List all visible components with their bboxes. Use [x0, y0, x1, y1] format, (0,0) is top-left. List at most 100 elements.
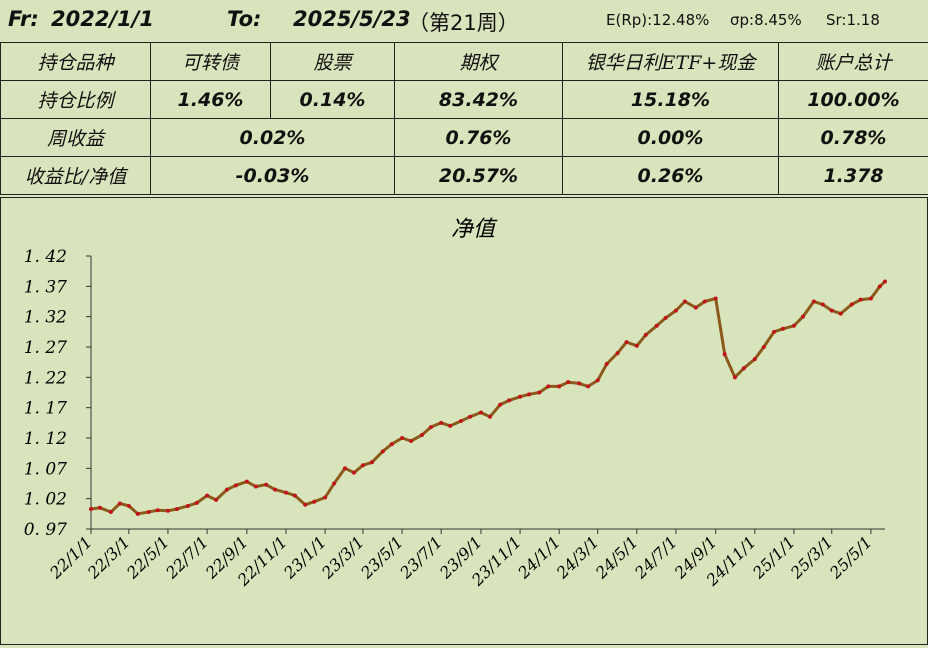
nav-data-point: [439, 421, 443, 425]
x-tick-label: 23/7/1: [395, 532, 446, 583]
y-tick-label: 1. 42: [24, 247, 67, 267]
x-tick-label: 23/1/1: [279, 532, 330, 583]
nav-data-point: [323, 495, 327, 499]
nav-data-point: [225, 488, 229, 492]
nav-data-point: [273, 488, 277, 492]
nav-data-point: [792, 324, 796, 328]
y-tick-label: 1. 07: [24, 459, 67, 479]
row-label: 收益比/净值: [1, 157, 151, 195]
nav-data-point: [381, 449, 385, 453]
nav-data-point: [703, 300, 707, 304]
nav-data-point: [147, 510, 151, 514]
nav-data-point: [839, 312, 843, 316]
nav-data-point: [753, 357, 757, 361]
table-cell: 100.00%: [779, 81, 928, 119]
nav-data-point: [264, 483, 268, 487]
x-tick-label: 25/5/1: [825, 532, 876, 583]
expected-return: E(Rp):12.48%: [606, 11, 709, 29]
y-tick-label: 1. 02: [24, 490, 67, 510]
x-tick-label: 23/5/1: [356, 532, 407, 583]
header-cell: 股票: [271, 43, 395, 81]
y-tick-label: 1. 12: [24, 429, 67, 449]
table-cell: 15.18%: [563, 81, 779, 119]
nav-data-point: [109, 510, 113, 514]
to-label: To:: [227, 7, 261, 31]
nav-data-point: [409, 439, 413, 443]
nav-data-point: [644, 333, 648, 337]
chart-title: 净值: [451, 217, 498, 242]
nav-data-point: [655, 324, 659, 328]
table-cell: 20.57%: [395, 157, 563, 195]
nav-data-point: [801, 315, 805, 319]
nav-data-point: [156, 508, 160, 512]
nav-data-point: [429, 425, 433, 429]
nav-series-line: [91, 282, 885, 514]
table-row: 周收益 0.02% 0.76% 0.00% 0.78%: [1, 119, 928, 157]
nav-data-point: [859, 298, 863, 302]
x-tick-label: 22/3/1: [83, 532, 134, 583]
nav-data-point: [245, 480, 249, 484]
x-tick-label: 24/7/1: [630, 532, 681, 583]
x-tick-label: 24/1/1: [513, 532, 564, 583]
summary-table: 持仓品种 可转债 股票 期权 银华日利ETF+现金 账户总计 持仓比例 1.46…: [0, 42, 928, 195]
nav-data-point: [370, 460, 374, 464]
nav-data-point: [772, 330, 776, 334]
nav-data-point: [625, 340, 629, 344]
x-tick-label: 22/7/1: [161, 532, 212, 583]
sharpe-ratio: Sr:1.18: [826, 11, 880, 29]
table-cell: 0.14%: [271, 81, 395, 119]
nav-data-point: [566, 380, 570, 384]
nav-data-point: [883, 279, 887, 283]
nav-data-point: [284, 491, 288, 495]
y-tick-label: 1. 32: [24, 308, 67, 328]
nav-data-point: [664, 316, 668, 320]
nav-data-point: [488, 415, 492, 419]
y-tick-label: 1. 37: [24, 277, 67, 297]
nav-data-point: [723, 352, 727, 356]
nav-data-point: [812, 300, 816, 304]
nav-data-point: [557, 384, 561, 388]
from-label: Fr:: [8, 7, 39, 31]
table-header-row: 持仓品种 可转债 股票 期权 银华日利ETF+现金 账户总计: [1, 43, 928, 81]
table-cell: 83.42%: [395, 81, 563, 119]
header-cell: 期权: [395, 43, 563, 81]
nav-data-point: [468, 415, 472, 419]
to-date: 2025/5/23: [293, 7, 411, 31]
nav-data-point: [518, 395, 522, 399]
nav-data-point: [830, 309, 834, 313]
table-cell: 1.378: [779, 157, 928, 195]
y-tick-label: 1. 27: [24, 338, 67, 358]
x-tick-label: 22/5/1: [122, 532, 173, 583]
table-row: 持仓比例 1.46% 0.14% 83.42% 15.18% 100.00%: [1, 81, 928, 119]
nav-data-point: [448, 424, 452, 428]
nav-data-point: [400, 436, 404, 440]
table-cell: 1.46%: [151, 81, 271, 119]
nav-data-point: [98, 506, 102, 510]
nav-data-point: [577, 381, 581, 385]
table-cell: 0.78%: [779, 119, 928, 157]
x-tick-label: 25/1/1: [748, 532, 799, 583]
nav-data-point: [205, 494, 209, 498]
y-tick-label: 1. 17: [24, 399, 67, 419]
nav-data-point: [136, 512, 140, 516]
table-row: 收益比/净值 -0.03% 20.57% 0.26% 1.378: [1, 157, 928, 195]
row-label: 持仓比例: [1, 81, 151, 119]
nav-data-point: [507, 398, 511, 402]
nav-data-point: [420, 433, 424, 437]
nav-data-point: [118, 502, 122, 506]
header-cell: 可转债: [151, 43, 271, 81]
chart-plot: [89, 279, 887, 515]
sigma-value: σp:8.45%: [730, 11, 802, 29]
nav-data-point: [527, 392, 531, 396]
chart-axes: 0. 971. 021. 071. 121. 171. 221. 271. 32…: [24, 247, 885, 590]
week-label: （第21周）: [408, 7, 519, 37]
header-cell: 银华日利ETF+现金: [563, 43, 779, 81]
nav-data-point: [762, 345, 766, 349]
table-cell: 0.00%: [563, 119, 779, 157]
nav-data-point: [616, 351, 620, 355]
nav-data-point: [175, 507, 179, 511]
nav-data-point: [878, 284, 882, 288]
from-date: 2022/1/1: [51, 7, 154, 31]
nav-data-point: [332, 482, 336, 486]
nav-data-point: [303, 503, 307, 507]
